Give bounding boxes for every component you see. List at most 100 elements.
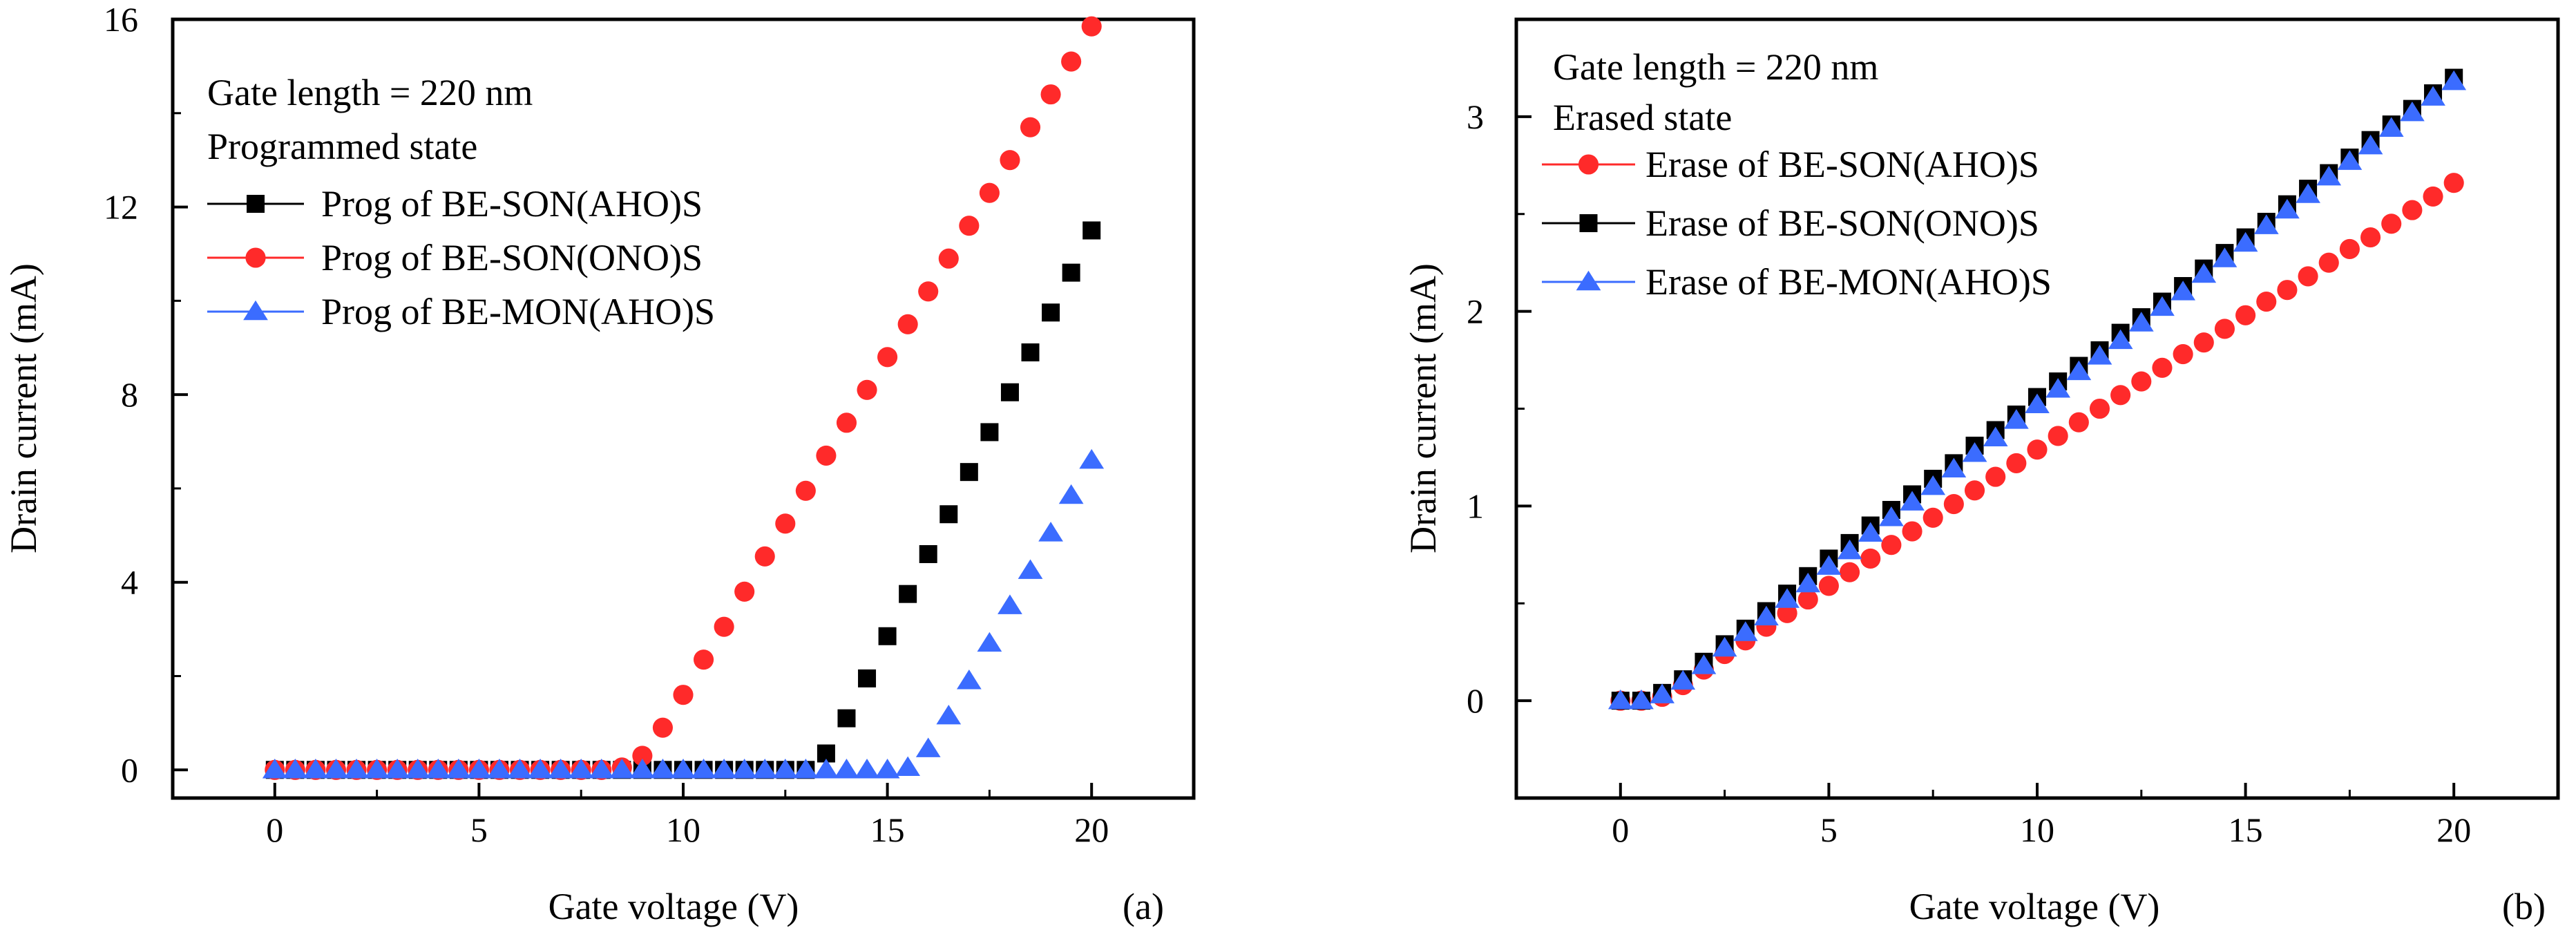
data-point	[2191, 263, 2217, 283]
data-point	[1941, 457, 1967, 478]
data-point	[1858, 522, 1883, 542]
data-point	[2296, 183, 2320, 203]
data-point	[1816, 555, 1842, 575]
legend-label: Prog of BE-MON(AHO)S	[321, 291, 715, 332]
data-point	[2152, 357, 2173, 378]
data-point	[632, 746, 653, 766]
data-point	[2108, 329, 2133, 350]
data-point	[772, 759, 798, 779]
legend-marker	[243, 300, 268, 321]
legend-marker	[245, 247, 266, 268]
data-point	[1754, 605, 1779, 626]
data-point	[2235, 305, 2256, 325]
data-point	[2339, 238, 2360, 260]
tick-marks-b	[1515, 18, 2559, 798]
data-point	[858, 669, 877, 687]
data-point	[1964, 480, 1985, 501]
legend-label: Erase of BE-SON(ONO)S	[1645, 202, 2039, 244]
data-point	[1038, 522, 1063, 542]
data-point	[956, 670, 982, 690]
data-point	[2087, 345, 2112, 365]
data-point	[875, 759, 900, 779]
data-point	[752, 759, 778, 779]
data-point	[1733, 621, 1758, 641]
data-point	[2089, 398, 2110, 419]
data-point	[712, 759, 736, 779]
data-point	[2173, 344, 2193, 365]
tick-labels-a: 0 5 10 15 20 0 4 8 12 16	[104, 0, 1109, 849]
data-point	[939, 505, 958, 524]
data-point	[899, 585, 917, 603]
data-point	[754, 546, 775, 567]
data-point	[1079, 448, 1105, 469]
legend-marker	[1576, 270, 1601, 291]
data-point	[1020, 117, 1041, 137]
data-point	[2214, 319, 2235, 339]
data-point	[2233, 231, 2258, 252]
legend-label: Prog of BE-SON(ONO)S	[321, 237, 703, 278]
data-point	[446, 759, 471, 779]
data-point	[919, 544, 937, 563]
data-point	[1900, 491, 1925, 511]
data-point	[673, 685, 694, 705]
data-point	[2025, 393, 2050, 414]
data-point	[1902, 521, 1923, 542]
data-point	[262, 759, 287, 779]
x-tick-label: 20	[2436, 810, 2471, 849]
data-point	[2170, 281, 2195, 301]
data-point	[671, 759, 696, 779]
data-point	[2402, 200, 2423, 220]
panel-label-b: (b)	[2502, 886, 2546, 927]
data-point	[2006, 453, 2027, 473]
data-point	[2131, 371, 2152, 392]
data-point	[2318, 252, 2339, 273]
data-point	[1062, 263, 1080, 282]
y-tick-label: 16	[104, 0, 138, 39]
data-point	[2381, 213, 2402, 234]
data-point	[1983, 426, 2008, 446]
series-3	[1607, 70, 2467, 710]
data-point	[364, 759, 390, 779]
data-point	[303, 759, 328, 779]
y-tick-label: 0	[121, 750, 138, 789]
legend-entry: Erase of BE-MON(AHO)S	[1542, 261, 2052, 303]
x-tick-label: 5	[1820, 810, 1838, 849]
data-point	[1923, 507, 1943, 528]
x-tick-label: 15	[870, 810, 905, 849]
data-point	[528, 759, 553, 779]
data-point	[960, 463, 978, 482]
data-point	[1691, 654, 1717, 674]
data-point	[1712, 636, 1737, 657]
data-point	[816, 445, 837, 466]
legend-marker	[247, 195, 265, 213]
legend-label: Prog of BE-SON(AHO)S	[321, 183, 703, 225]
annotation-gate-length-b: Gate length = 220 nm	[1553, 46, 1878, 88]
legend-marker	[1579, 214, 1598, 232]
data-point	[1000, 150, 1020, 171]
data-point	[2253, 214, 2279, 234]
data-point	[652, 717, 673, 738]
data-point	[2298, 266, 2318, 287]
legend-a: Prog of BE-SON(AHO)S Prog of BE-SON(ONO)S…	[207, 183, 715, 332]
data-point	[589, 759, 614, 779]
legend-entry: Erase of BE-SON(AHO)S	[1542, 144, 2039, 185]
data-point	[548, 759, 573, 779]
data-point	[2150, 296, 2175, 316]
data-point	[732, 759, 757, 779]
y-tick-label: 3	[1467, 97, 1484, 136]
data-point	[2443, 173, 2464, 193]
data-point	[2212, 247, 2238, 267]
y-tick-label: 8	[121, 375, 138, 414]
data-point	[1607, 689, 1633, 710]
data-point	[1837, 539, 1862, 560]
data-point	[980, 423, 999, 442]
data-point	[1670, 670, 1696, 690]
legend-entry: Prog of BE-SON(AHO)S	[207, 183, 703, 225]
data-point	[2378, 117, 2404, 137]
legend-marker	[1578, 154, 1599, 175]
data-point	[487, 759, 512, 779]
data-point	[650, 759, 676, 779]
data-point	[959, 216, 980, 236]
data-point	[977, 632, 1002, 652]
data-point	[938, 248, 959, 269]
